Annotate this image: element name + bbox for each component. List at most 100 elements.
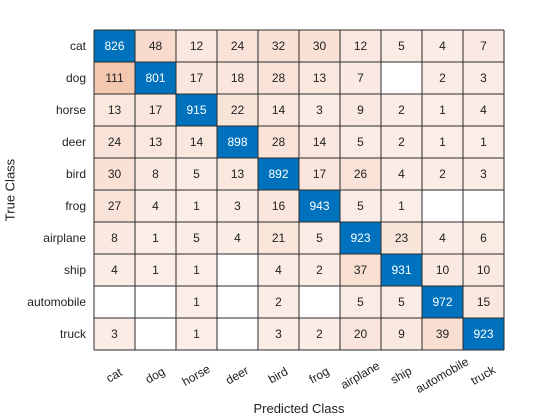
cell-value-label: 5	[357, 199, 364, 213]
cell-value-label: 24	[231, 39, 245, 53]
column-label: automobile	[413, 354, 471, 396]
matrix-cell	[463, 318, 504, 350]
matrix-cell	[176, 62, 217, 94]
column-label: truck	[468, 362, 498, 388]
matrix-cell	[217, 62, 258, 94]
matrix-cell	[463, 286, 504, 318]
matrix-cell	[422, 94, 463, 126]
matrix-cell	[94, 190, 135, 222]
matrix-cell	[299, 62, 340, 94]
cell-value-label: 4	[439, 231, 446, 245]
cell-value-label: 111	[105, 71, 124, 85]
matrix-cell	[340, 254, 381, 286]
cell-value-label: 14	[313, 135, 327, 149]
cell-value-label: 2	[316, 263, 323, 277]
matrix-cell	[381, 190, 422, 222]
matrix-cell	[258, 94, 299, 126]
cell-value-label: 2	[439, 167, 446, 181]
row-label: bird	[66, 167, 86, 181]
cell-value-label: 5	[398, 39, 405, 53]
matrix-cell	[463, 126, 504, 158]
cell-value-label: 4	[152, 199, 159, 213]
cell-value-label: 943	[309, 199, 329, 213]
matrix-cell	[258, 62, 299, 94]
cell-value-label: 13	[231, 167, 245, 181]
matrix-cell	[135, 190, 176, 222]
cell-value-label: 3	[480, 71, 487, 85]
matrix-cell	[422, 318, 463, 350]
matrix-cell	[135, 158, 176, 190]
matrix-cell	[299, 222, 340, 254]
matrix-cell	[381, 94, 422, 126]
cell-value-label: 972	[432, 295, 452, 309]
row-label: horse	[56, 103, 86, 117]
cell-value-label: 1	[152, 263, 159, 277]
matrix-cell	[135, 30, 176, 62]
cell-value-label: 23	[395, 231, 409, 245]
cell-value-label: 15	[477, 295, 491, 309]
matrix-cell	[217, 286, 258, 318]
cell-value-label: 7	[480, 39, 487, 53]
cell-value-label: 17	[149, 103, 163, 117]
cell-value-label: 13	[149, 135, 163, 149]
cell-value-label: 1	[398, 199, 405, 213]
matrix-cell	[381, 62, 422, 94]
cell-value-label: 30	[313, 39, 327, 53]
column-label: horse	[180, 362, 213, 389]
matrix-cell	[299, 190, 340, 222]
cell-value-label: 28	[272, 71, 286, 85]
cell-value-label: 10	[477, 263, 491, 277]
cell-value-label: 1	[193, 295, 200, 309]
matrix-cell	[217, 318, 258, 350]
column-label: deer	[223, 363, 251, 387]
cell-value-label: 24	[108, 135, 122, 149]
matrix-cell	[217, 158, 258, 190]
cell-value-label: 2	[316, 327, 323, 341]
matrix-cell	[94, 62, 135, 94]
matrix-cell	[135, 126, 176, 158]
cell-value-label: 1	[439, 103, 446, 117]
row-labels: cat dog horse deer bird frog airplane ship autom…	[27, 39, 87, 341]
matrix-cell	[463, 62, 504, 94]
matrix-cell	[135, 222, 176, 254]
row-label: automobile	[27, 295, 86, 309]
matrix-cell	[217, 30, 258, 62]
cell-value-label: 5	[357, 295, 364, 309]
matrix-grid	[93, 29, 505, 351]
cell-value-label: 3	[316, 103, 323, 117]
matrix-cell	[94, 30, 135, 62]
matrix-cell	[463, 158, 504, 190]
matrix-cell	[381, 158, 422, 190]
matrix-cell	[258, 190, 299, 222]
cell-value-label: 2	[398, 135, 405, 149]
column-label: bird	[266, 364, 290, 386]
column-label: airplane	[338, 358, 382, 392]
matrix-cell	[299, 126, 340, 158]
matrix-cell	[299, 158, 340, 190]
cell-value-label: 5	[193, 231, 200, 245]
cell-value-label: 2	[439, 71, 446, 85]
cell-value-label: 915	[186, 103, 206, 117]
cell-value-label: 1	[439, 135, 446, 149]
cell-value-label: 48	[149, 39, 163, 53]
matrix-cell	[463, 190, 504, 222]
matrix-cell	[94, 318, 135, 350]
cell-value-label: 18	[231, 71, 245, 85]
cell-value-label: 37	[354, 263, 368, 277]
matrix-cell	[217, 254, 258, 286]
cell-value-label: 3	[480, 167, 487, 181]
cell-value-label: 13	[313, 71, 327, 85]
matrix-cell	[340, 94, 381, 126]
cell-value-label: 3	[275, 327, 282, 341]
row-label: deer	[62, 135, 86, 149]
matrix-cell	[94, 94, 135, 126]
matrix-cell	[463, 222, 504, 254]
matrix-cell	[94, 126, 135, 158]
matrix-cell	[463, 94, 504, 126]
matrix-cell	[422, 286, 463, 318]
matrix-cell	[176, 126, 217, 158]
cell-value-label: 12	[190, 39, 204, 53]
row-label: frog	[65, 199, 86, 213]
cell-value-label: 22	[231, 103, 245, 117]
